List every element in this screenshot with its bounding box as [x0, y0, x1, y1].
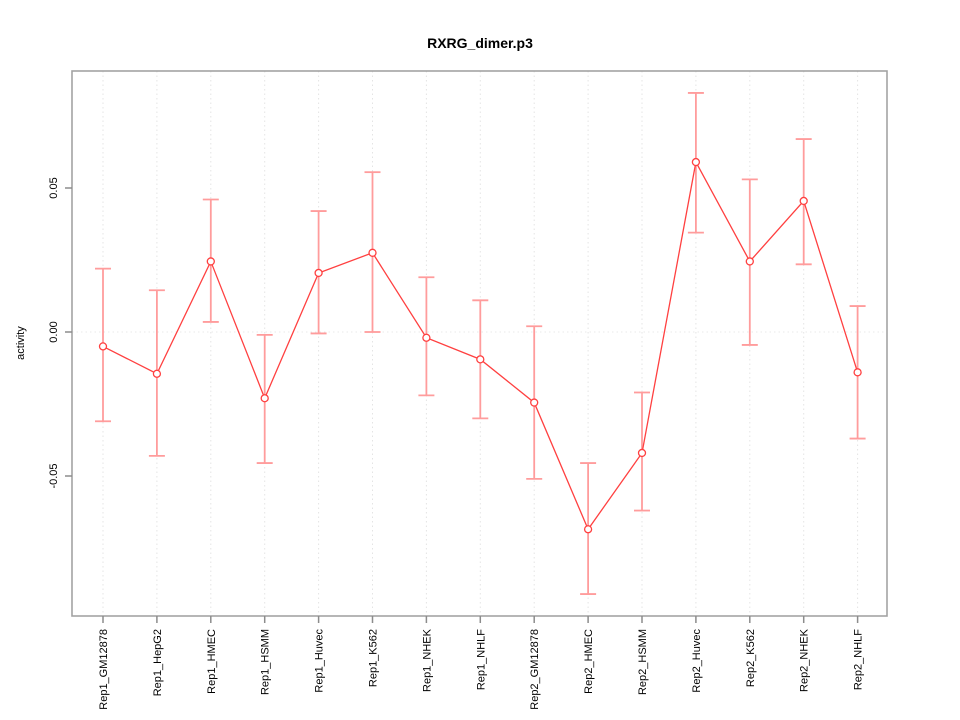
data-point	[314, 268, 323, 278]
data-point	[368, 248, 377, 257]
x-tick-label: Rep2_HMEC	[583, 629, 595, 694]
x-tick-label: Rep1_K562	[368, 629, 380, 687]
y-tick-label: -0.05	[48, 463, 60, 488]
data-point	[98, 342, 108, 351]
x-tick-label: Rep2_HSMM	[637, 629, 649, 695]
x-tick-label: Rep1_HMEC	[206, 629, 218, 694]
x-tick-label: Rep1_GM12878	[98, 629, 110, 710]
x-tick-label: Rep1_NHLF	[475, 629, 487, 690]
x-tick-label: Rep2_K562	[745, 629, 757, 687]
x-tick-label: Rep1_HepG2	[152, 629, 164, 696]
data-point	[691, 157, 701, 167]
y-tick-label: 0.05	[48, 177, 60, 198]
x-tick-label: Rep1_Huvec	[314, 629, 326, 693]
label-layer: -0.05 0.00 0.05 Rep1_GM12878 Rep1_HepG2 Rep1_…	[48, 177, 865, 709]
data-point	[206, 257, 215, 266]
data-point	[422, 333, 431, 342]
x-tick-label: Rep1_NHEK	[421, 628, 433, 692]
data-point	[637, 448, 647, 458]
data-point	[799, 196, 808, 206]
plot-box	[71, 70, 888, 617]
chart-title: RXRG_dimer.p3	[427, 35, 533, 51]
data-point	[853, 368, 862, 377]
x-tick-label: Rep1_HSMM	[260, 629, 272, 695]
data-point	[530, 398, 539, 407]
x-tick-label: Rep2_NHEK	[799, 628, 811, 692]
data-point	[152, 369, 162, 378]
axis-layer	[65, 70, 888, 623]
data-point	[476, 355, 485, 364]
data-point	[260, 394, 269, 403]
x-tick-label: Rep2_GM12878	[529, 629, 541, 710]
x-tick-label: Rep2_Huvec	[691, 629, 703, 693]
x-tick-label: Rep2_NHLF	[853, 629, 865, 690]
y-axis-label: activity	[15, 326, 27, 360]
y-tick-label: 0.00	[48, 321, 60, 342]
data-point	[583, 525, 593, 534]
data-layer	[95, 92, 866, 595]
data-point	[745, 257, 754, 266]
